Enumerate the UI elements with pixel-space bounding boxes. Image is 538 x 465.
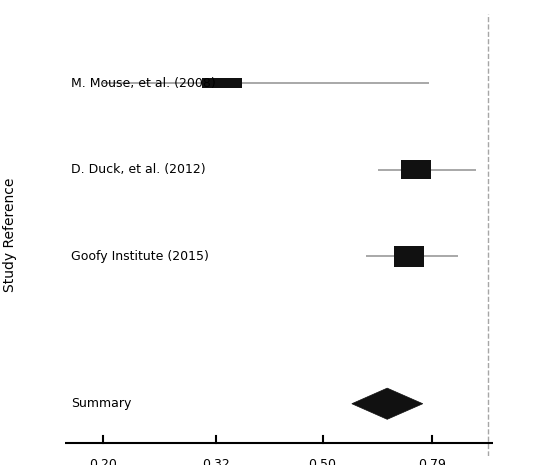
- Text: 0.50: 0.50: [309, 458, 337, 465]
- Text: 0.20: 0.20: [89, 458, 117, 465]
- Text: Study Reference: Study Reference: [3, 178, 17, 292]
- Text: 0.32: 0.32: [202, 458, 230, 465]
- Bar: [394, 246, 424, 267]
- Polygon shape: [352, 388, 423, 419]
- Bar: [401, 160, 430, 179]
- Text: Summary: Summary: [72, 397, 132, 410]
- Text: Goofy Institute (2015): Goofy Institute (2015): [72, 250, 209, 263]
- Text: D. Duck, et al. (2012): D. Duck, et al. (2012): [72, 163, 206, 176]
- Text: M. Mouse, et al. (2008): M. Mouse, et al. (2008): [72, 77, 216, 90]
- Text: 0.79: 0.79: [418, 458, 446, 465]
- Bar: [202, 78, 243, 88]
